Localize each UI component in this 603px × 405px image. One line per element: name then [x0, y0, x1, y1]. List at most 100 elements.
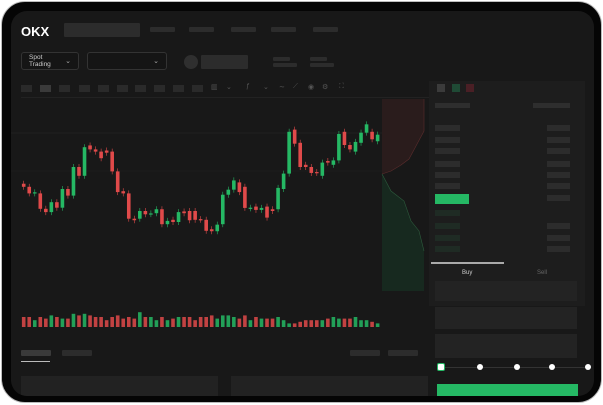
volume-bar	[149, 317, 153, 327]
candle	[364, 124, 369, 133]
nav-item[interactable]	[150, 27, 175, 32]
bid-price	[435, 235, 460, 241]
orders-panel	[21, 376, 218, 396]
volume-bar	[276, 317, 280, 327]
nav-item[interactable]	[313, 27, 338, 32]
bid-price	[435, 246, 460, 252]
volume-bar	[359, 320, 363, 327]
tab-buy[interactable]: Buy	[462, 270, 473, 276]
candle	[104, 150, 109, 153]
timeframe-button[interactable]	[173, 85, 184, 92]
candlestick-chart[interactable]	[11, 11, 594, 396]
candle	[237, 182, 242, 193]
book-bids-icon[interactable]	[452, 84, 460, 92]
candle	[126, 193, 131, 219]
slider-step[interactable]	[585, 364, 591, 370]
volume-bar	[32, 320, 37, 327]
ruler-icon[interactable]: ⟋	[293, 83, 298, 90]
volume-bar	[303, 320, 308, 327]
fullscreen-icon[interactable]: ⛶	[339, 83, 344, 90]
candle	[215, 224, 220, 232]
ob-header-amount	[533, 103, 570, 108]
stat-value	[310, 63, 334, 67]
pair-selector[interactable]: ⌄	[87, 52, 167, 70]
nav-item[interactable]	[231, 27, 256, 32]
settings-icon[interactable]: ⚙	[322, 84, 329, 91]
candle	[115, 171, 120, 193]
bid-amount	[547, 246, 570, 252]
bid-price	[435, 210, 460, 216]
amount-input[interactable]	[435, 307, 577, 329]
volume-bar	[66, 318, 70, 327]
book-both-icon[interactable]	[437, 84, 445, 92]
chevron-down-icon: ⌄	[65, 58, 71, 65]
nav-item[interactable]	[189, 27, 214, 32]
slider-step[interactable]	[477, 364, 483, 370]
search-bar[interactable]	[64, 23, 140, 37]
timeframe-button[interactable]	[135, 85, 146, 92]
slider-step[interactable]	[514, 364, 520, 370]
buy-button[interactable]	[437, 384, 578, 396]
volume-bar	[71, 313, 76, 327]
volume-bar	[115, 315, 120, 327]
candle	[204, 219, 208, 231]
tab-sell[interactable]: Sell	[537, 270, 548, 276]
timeframe-button[interactable]	[117, 85, 128, 92]
candle	[303, 164, 308, 167]
ask-price	[435, 137, 460, 143]
candle	[198, 219, 203, 221]
volume-bar	[49, 315, 54, 327]
timeframe-button[interactable]	[154, 85, 165, 92]
volume-bar	[77, 315, 81, 327]
total-input[interactable]	[435, 334, 577, 358]
timeframe-button[interactable]	[98, 85, 109, 92]
candle	[342, 131, 347, 145]
candle	[248, 207, 253, 209]
volume-bar	[160, 317, 164, 327]
candle	[370, 131, 374, 140]
volume-bar	[348, 318, 352, 327]
candle	[193, 211, 197, 220]
timeframe-button[interactable]	[192, 85, 203, 92]
ask-amount	[547, 137, 570, 143]
timeframe-button[interactable]	[79, 85, 90, 92]
volume-bar	[38, 317, 43, 327]
indicator-icon[interactable]: ƒ	[246, 83, 250, 90]
volume-bar	[176, 317, 181, 327]
timeframe-button[interactable]	[40, 85, 51, 92]
candle	[82, 147, 87, 176]
market-selector[interactable]: Spot Trading ⌄	[21, 52, 79, 70]
book-asks-icon[interactable]	[466, 84, 474, 92]
candle	[55, 202, 59, 208]
ask-price	[435, 161, 460, 167]
line-icon[interactable]: ∼	[279, 84, 285, 91]
chevron-down-icon[interactable]: ⌄	[226, 84, 232, 91]
candle	[182, 211, 186, 214]
volume-bar	[232, 317, 236, 327]
ob-header-price	[435, 103, 470, 108]
ask-amount	[547, 172, 570, 178]
chevron-down-icon[interactable]: ⌄	[263, 84, 269, 91]
timeframe-button[interactable]	[59, 85, 70, 92]
candle	[149, 213, 153, 215]
ask-amount	[547, 148, 570, 154]
volume-bar	[331, 317, 336, 327]
slider-step[interactable]	[549, 364, 555, 370]
filter-button[interactable]	[388, 350, 418, 356]
timeframe-button[interactable]	[21, 85, 32, 92]
filter-button[interactable]	[350, 350, 380, 356]
volume-bar	[259, 318, 264, 327]
price-input[interactable]	[435, 281, 577, 301]
slider-handle[interactable]	[437, 363, 445, 371]
candle	[176, 212, 181, 222]
nav-item[interactable]	[271, 27, 296, 32]
tab-open-orders[interactable]	[21, 350, 51, 356]
stat-label	[273, 57, 290, 61]
volume-bar	[320, 320, 325, 327]
camera-icon[interactable]: ◉	[308, 84, 315, 91]
candle	[326, 161, 330, 163]
volume-bar	[243, 315, 247, 327]
candle-type-icon[interactable]: ▥	[211, 84, 218, 91]
candle	[99, 151, 103, 159]
tab-order-history[interactable]	[62, 350, 92, 356]
